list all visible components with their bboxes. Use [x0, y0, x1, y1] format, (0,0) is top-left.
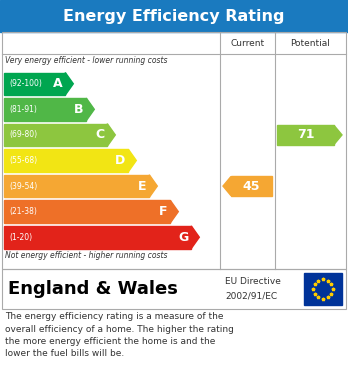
Text: Potential: Potential — [291, 38, 331, 47]
Text: C: C — [95, 128, 104, 142]
Text: (69-80): (69-80) — [9, 131, 37, 140]
Bar — [4, 124, 107, 146]
Bar — [0, 0, 348, 32]
Bar — [4, 226, 191, 249]
Text: F: F — [159, 205, 167, 218]
Bar — [2, 32, 346, 269]
Bar — [4, 98, 86, 121]
Text: England & Wales: England & Wales — [8, 280, 178, 298]
Text: (39-54): (39-54) — [9, 181, 37, 190]
Text: (92-100): (92-100) — [9, 79, 42, 88]
Text: Very energy efficient - lower running costs: Very energy efficient - lower running co… — [5, 56, 167, 65]
Text: G: G — [178, 231, 188, 244]
Text: 45: 45 — [243, 179, 260, 193]
Bar — [4, 175, 149, 197]
Polygon shape — [65, 72, 73, 95]
Bar — [277, 126, 334, 145]
Text: EU Directive: EU Directive — [225, 278, 281, 287]
Text: Current: Current — [230, 38, 264, 47]
Polygon shape — [107, 124, 115, 146]
Text: B: B — [74, 103, 83, 116]
Text: A: A — [53, 77, 62, 90]
Polygon shape — [86, 98, 94, 121]
Polygon shape — [191, 226, 199, 249]
Text: (55-68): (55-68) — [9, 156, 37, 165]
Text: D: D — [115, 154, 125, 167]
Bar — [4, 72, 65, 95]
Text: (81-91): (81-91) — [9, 105, 37, 114]
Bar — [304, 273, 342, 305]
Text: (21-38): (21-38) — [9, 207, 37, 216]
Polygon shape — [334, 126, 342, 145]
Text: E: E — [138, 179, 146, 193]
Text: 2002/91/EC: 2002/91/EC — [225, 292, 277, 301]
Text: (1-20): (1-20) — [9, 233, 32, 242]
Bar — [4, 149, 128, 172]
Polygon shape — [149, 175, 157, 197]
Bar — [4, 200, 170, 223]
Polygon shape — [170, 200, 178, 223]
Bar — [2, 269, 346, 309]
Text: 71: 71 — [297, 128, 314, 142]
Text: Not energy efficient - higher running costs: Not energy efficient - higher running co… — [5, 251, 167, 260]
Polygon shape — [223, 176, 231, 196]
Text: Energy Efficiency Rating: Energy Efficiency Rating — [63, 9, 285, 23]
Polygon shape — [128, 149, 136, 172]
Text: The energy efficiency rating is a measure of the
overall efficiency of a home. T: The energy efficiency rating is a measur… — [5, 312, 234, 359]
Bar — [231, 176, 272, 196]
